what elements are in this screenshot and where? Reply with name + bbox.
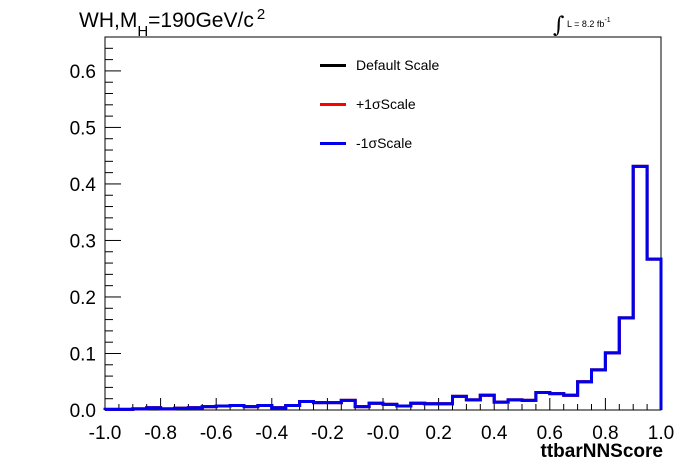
- x-axis-label: ttbarNNScore: [540, 441, 663, 462]
- x-tick-label: -0.0: [367, 423, 400, 444]
- y-tick-label: 0.0: [70, 401, 96, 422]
- x-tick-label: 1.0: [648, 423, 674, 444]
- legend-label: +1σScale: [356, 96, 416, 112]
- y-tick-label: 0.2: [70, 288, 96, 309]
- legend-swatch: [320, 102, 346, 106]
- y-tick-label: 0.6: [70, 62, 96, 83]
- integral-symbol: ∫: [553, 13, 565, 38]
- chart-title: WH,MH=190GeV/c 2: [79, 6, 266, 40]
- x-tick-label: 0.2: [425, 423, 451, 444]
- x-tick-label: 0.6: [537, 423, 563, 444]
- legend-entry: Default Scale: [320, 55, 439, 75]
- x-tick-label: -1.0: [89, 423, 122, 444]
- x-tick-label: -0.8: [144, 423, 177, 444]
- series-layer: [103, 164, 663, 411]
- y-tick-label: 0.5: [70, 118, 96, 139]
- series-line-1: [103, 164, 663, 411]
- axes: -1.0 -0.8 -0.6 -0.4 -0.2 -0.0 0.2 0.4 0.6 0.8 1.0 0…: [70, 36, 674, 444]
- plot-frame: [104, 36, 662, 411]
- luminosity-exponent: -1: [604, 17, 611, 24]
- legend-entry: -1σScale: [320, 133, 412, 153]
- series-line-2: [103, 164, 663, 411]
- luminosity-text: L = 8.2 fb: [566, 19, 605, 29]
- x-tick-label: -0.2: [311, 423, 344, 444]
- x-tick-label: 0.8: [592, 423, 618, 444]
- title-subscript: H: [137, 23, 149, 40]
- title-superscript: 2: [256, 6, 266, 23]
- y-tick-label: 0.4: [70, 175, 97, 196]
- y-tick-label: 0.1: [70, 344, 96, 365]
- x-tick-label: 0.4: [481, 423, 508, 444]
- x-tick-label: -0.6: [200, 423, 233, 444]
- legend-entry: +1σScale: [320, 94, 416, 114]
- legend-swatch: [320, 141, 346, 145]
- series-line-3: [103, 164, 663, 411]
- title-main-text: WH,M: [79, 9, 138, 32]
- x-tick-label: -0.4: [255, 423, 288, 444]
- legend-label: Default Scale: [356, 57, 440, 73]
- title-rest-text: =190GeV/c: [148, 9, 254, 32]
- luminosity-label: ∫ L = 8.2 fb-1: [553, 8, 611, 38]
- legend-label: -1σScale: [356, 135, 413, 151]
- legend-swatch: [320, 63, 346, 67]
- y-tick-label: 0.3: [70, 231, 96, 252]
